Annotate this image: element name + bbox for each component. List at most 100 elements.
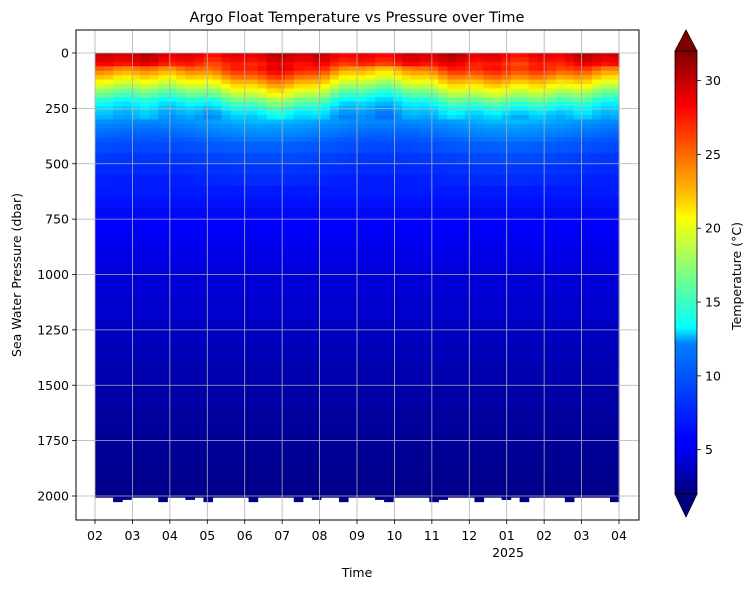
- heatmap-cell: [167, 97, 177, 103]
- heatmap-cell: [600, 79, 611, 85]
- heatmap-cell: [528, 219, 539, 231]
- heatmap-cell: [600, 473, 611, 497]
- heatmap-cell: [329, 263, 340, 276]
- heatmap-cell: [429, 115, 439, 121]
- heatmap-cell: [257, 219, 268, 231]
- heatmap-cell: [420, 84, 430, 90]
- heatmap-cell: [149, 451, 159, 475]
- heatmap-cell: [230, 53, 241, 59]
- heatmap-cell: [176, 196, 186, 209]
- heatmap-cell: [465, 473, 476, 497]
- heatmap-cell: [311, 119, 322, 125]
- colorbar-extend-bottom: [674, 493, 698, 518]
- heatmap-cell: [104, 152, 114, 165]
- heatmap-cell: [95, 119, 105, 125]
- heatmap-cell: [113, 66, 123, 72]
- heatmap-cell: [366, 88, 376, 94]
- heatmap-cell: [411, 88, 421, 94]
- heatmap-cell: [275, 119, 286, 125]
- heatmap-cell: [420, 174, 430, 187]
- heatmap-cell: [203, 296, 214, 320]
- heatmap-cell: [411, 163, 421, 176]
- heatmap-cell: [113, 53, 123, 59]
- heatmap-cell: [248, 53, 259, 59]
- heatmap-cell: [447, 219, 457, 231]
- heatmap-cell: [591, 208, 602, 220]
- heatmap-cell: [465, 61, 476, 67]
- heatmap-cell: [420, 61, 430, 67]
- heatmap-cell: [311, 473, 322, 497]
- heatmap-cell: [122, 123, 132, 129]
- heatmap-cell: [447, 53, 457, 59]
- heatmap-cell: [275, 110, 286, 116]
- heatmap-cell: [131, 115, 141, 121]
- heatmap-cell: [293, 101, 304, 107]
- heatmap-cell: [573, 141, 584, 154]
- heatmap-cell: [429, 66, 439, 72]
- heatmap-cell: [302, 473, 313, 497]
- heatmap-cell: [411, 385, 421, 408]
- heatmap-cell: [573, 137, 584, 143]
- heatmap-cell: [185, 296, 195, 320]
- heatmap-cell: [375, 296, 385, 320]
- heatmap-cell: [95, 196, 105, 209]
- heatmap-cell: [483, 363, 494, 386]
- heatmap-cell: [293, 88, 304, 94]
- colorbar-tick-label: 30: [705, 73, 721, 88]
- heatmap-cell: [546, 115, 557, 121]
- heatmap-cell: [411, 70, 421, 76]
- heatmap-cell: [465, 66, 476, 72]
- heatmap-cell: [609, 185, 620, 198]
- heatmap-cell: [257, 451, 268, 475]
- heatmap-cell: [257, 53, 268, 59]
- heatmap-cell: [203, 385, 214, 408]
- heatmap-cell: [131, 152, 141, 165]
- heatmap-cell: [546, 385, 557, 408]
- heatmap-cell: [140, 340, 150, 364]
- heatmap-cell: [447, 163, 457, 176]
- heatmap-cell: [122, 92, 132, 98]
- heatmap-cell: [230, 79, 241, 85]
- heatmap-cell: [140, 132, 150, 138]
- heatmap-cell: [221, 152, 232, 165]
- heatmap-cell: [537, 115, 548, 121]
- heatmap-cell: [257, 75, 268, 81]
- heatmap-cell: [546, 451, 557, 475]
- heatmap-cell: [456, 385, 467, 408]
- heatmap-cell: [420, 110, 430, 116]
- heatmap-cell: [564, 53, 575, 59]
- heatmap-cell: [483, 92, 494, 98]
- heatmap-cell: [203, 128, 214, 134]
- heatmap-cell: [483, 123, 494, 129]
- heatmap-cell: [393, 241, 403, 253]
- heatmap-cell: [284, 407, 295, 431]
- y-tick-label: 1750: [37, 433, 69, 448]
- heatmap-cell: [510, 219, 521, 231]
- heatmap-cell: [537, 407, 548, 431]
- heatmap-cell: [158, 263, 168, 276]
- heatmap-cell: [284, 97, 295, 103]
- heatmap-cell: [113, 263, 123, 276]
- heatmap-cell: [194, 385, 205, 408]
- heatmap-cell: [275, 75, 286, 81]
- heatmap-cell: [384, 101, 394, 107]
- heatmap-cell: [411, 296, 421, 320]
- heatmap-cell: [474, 263, 485, 276]
- heatmap-cell: [185, 340, 195, 364]
- heatmap-cell: [149, 101, 159, 107]
- heatmap-cell: [284, 132, 295, 138]
- heatmap-cell: [131, 66, 141, 72]
- heatmap-cell: [600, 274, 611, 298]
- heatmap-cell: [447, 185, 457, 198]
- heatmap-cell: [104, 219, 114, 231]
- heatmap-cell: [465, 101, 476, 107]
- heatmap-cell: [185, 163, 195, 176]
- heatmap-cell: [104, 241, 114, 253]
- heatmap-cell: [546, 119, 557, 125]
- heatmap-cell: [176, 70, 186, 76]
- heatmap-cell: [591, 473, 602, 497]
- heatmap-cell: [275, 84, 286, 90]
- heatmap-cell: [176, 252, 186, 265]
- heatmap-cell: [438, 57, 448, 63]
- heatmap-cell: [167, 61, 177, 67]
